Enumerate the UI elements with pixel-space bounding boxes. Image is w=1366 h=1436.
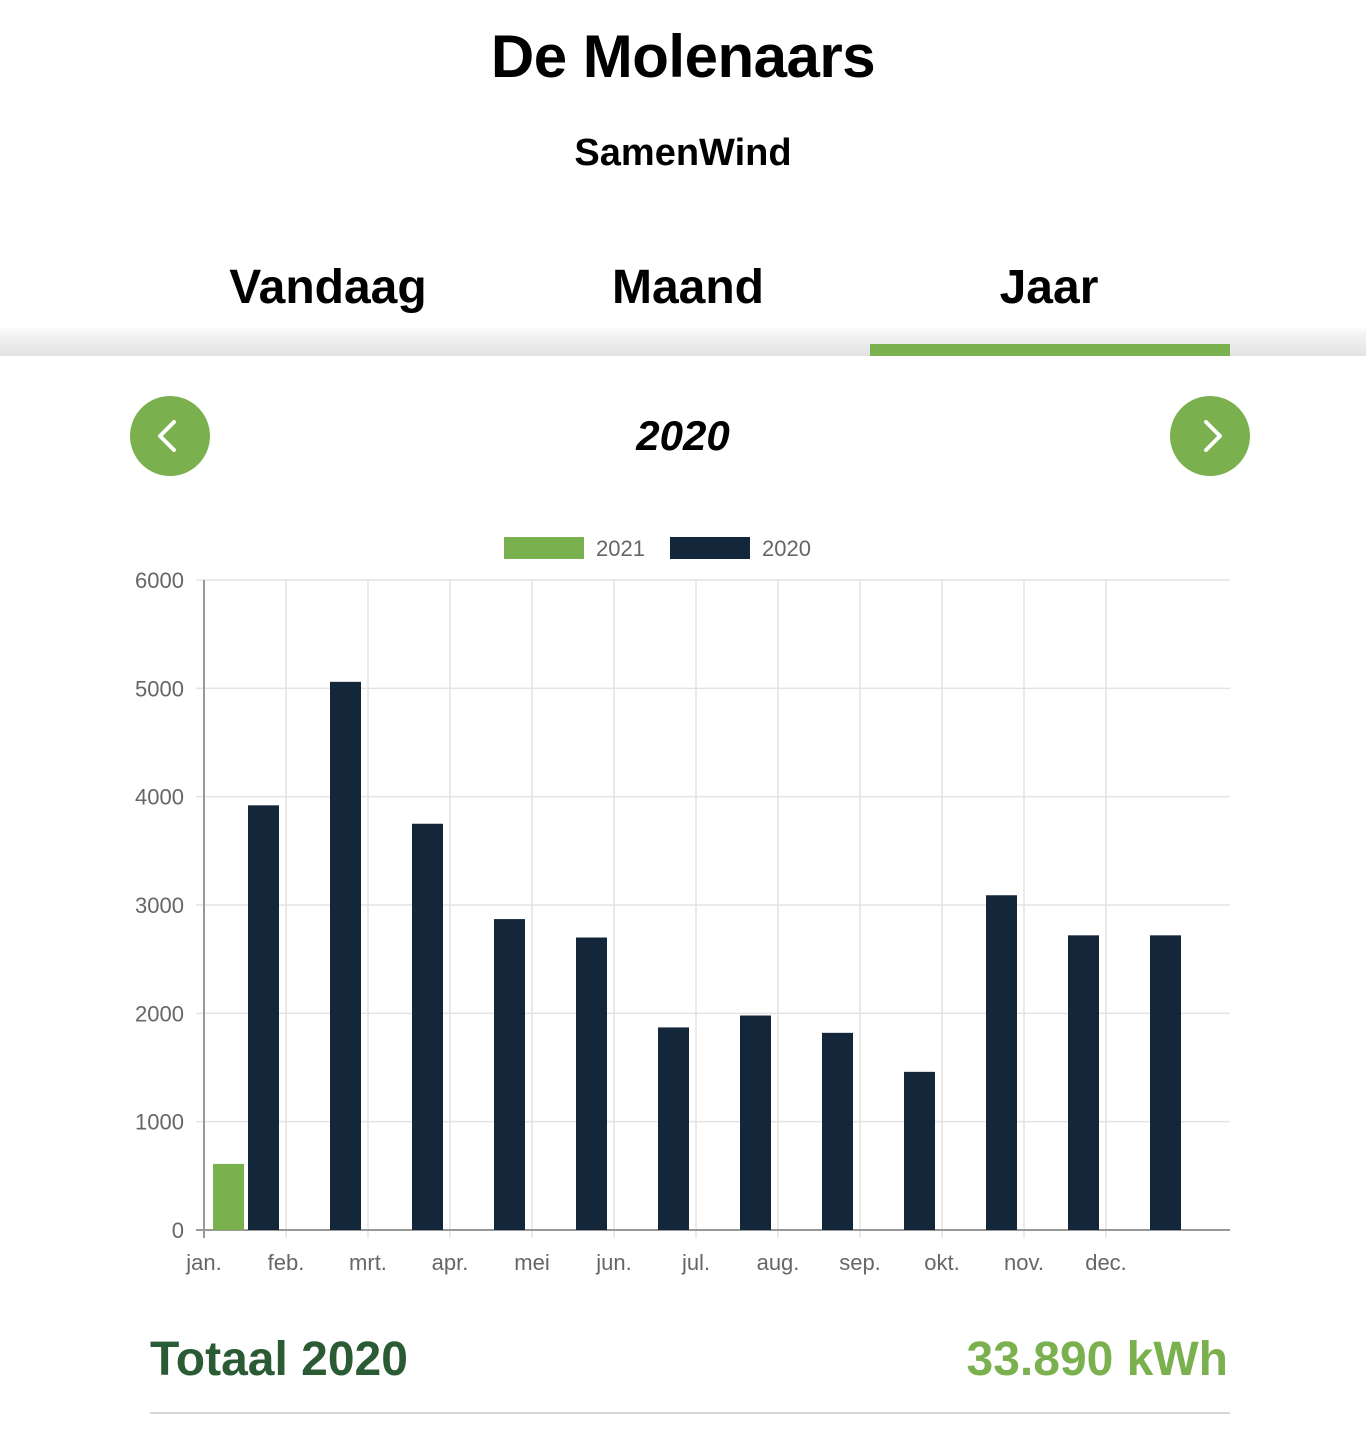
x-tick-label: mei bbox=[514, 1250, 549, 1275]
bar-2020 bbox=[576, 937, 607, 1230]
y-tick-label: 3000 bbox=[135, 893, 184, 918]
production-chart: 0 1000 2000 3000 4000 5000 6000 jan. feb. mrt. apr… bbox=[0, 520, 1366, 1290]
x-tick-label: jan. bbox=[185, 1250, 221, 1275]
chevron-left-icon bbox=[158, 420, 176, 452]
y-tick-label: 0 bbox=[172, 1218, 184, 1243]
x-tick-label: aug. bbox=[757, 1250, 800, 1275]
bar-2020 bbox=[904, 1071, 935, 1230]
divider bbox=[150, 1412, 1230, 1414]
page-title: De Molenaars bbox=[490, 23, 876, 90]
next-year-button[interactable] bbox=[1170, 396, 1250, 476]
bar-2020 bbox=[822, 1032, 853, 1230]
legend-label: 2021 bbox=[596, 536, 645, 561]
x-tick-label: apr. bbox=[432, 1250, 469, 1275]
previous-year-button[interactable] bbox=[130, 396, 210, 476]
x-tick-label: sep. bbox=[839, 1250, 881, 1275]
x-tick-label: mrt. bbox=[349, 1250, 387, 1275]
bar-2020 bbox=[1150, 935, 1181, 1230]
bar-2020 bbox=[412, 823, 443, 1230]
x-tick-label: dec. bbox=[1085, 1250, 1127, 1275]
active-tab-indicator bbox=[870, 344, 1230, 356]
bar-2020 bbox=[494, 919, 525, 1230]
y-tick-label: 5000 bbox=[135, 676, 184, 701]
bar-chart: 0 1000 2000 3000 4000 5000 6000 jan. feb. mrt. apr… bbox=[135, 536, 1230, 1275]
bar-2020 bbox=[330, 681, 361, 1230]
bar-2020 bbox=[658, 1027, 689, 1230]
bar-2020 bbox=[248, 805, 279, 1230]
chevron-right-icon bbox=[1204, 420, 1222, 452]
x-tick-label: okt. bbox=[924, 1250, 959, 1275]
x-tick-label: jul. bbox=[681, 1250, 710, 1275]
period-label: 2020 bbox=[636, 412, 730, 459]
tab-bar: Vandaag Maand Jaar bbox=[0, 240, 1366, 356]
total-value: 33.890 kWh bbox=[966, 1333, 1228, 1386]
tab-jaar[interactable]: Jaar bbox=[999, 261, 1099, 314]
bar-2020 bbox=[986, 895, 1017, 1230]
y-tick-label: 2000 bbox=[135, 1001, 184, 1026]
x-tick-label: jun. bbox=[595, 1250, 631, 1275]
page-subtitle: SamenWind bbox=[574, 132, 792, 174]
x-tick-label: nov. bbox=[1004, 1250, 1044, 1275]
legend-label: 2020 bbox=[762, 536, 811, 561]
bar-2020 bbox=[740, 1015, 771, 1230]
tab-vandaag[interactable]: Vandaag bbox=[229, 261, 427, 314]
legend-swatch bbox=[504, 537, 584, 559]
y-tick-label: 4000 bbox=[135, 785, 184, 810]
x-tick-label: feb. bbox=[268, 1250, 305, 1275]
y-tick-label: 6000 bbox=[135, 568, 184, 593]
y-tick-label: 1000 bbox=[135, 1110, 184, 1135]
tab-maand[interactable]: Maand bbox=[611, 261, 764, 314]
bar-2020 bbox=[1068, 935, 1099, 1230]
legend-swatch bbox=[670, 537, 750, 559]
bar-2021 bbox=[213, 1163, 244, 1230]
total-label: Totaal 2020 bbox=[150, 1333, 408, 1386]
